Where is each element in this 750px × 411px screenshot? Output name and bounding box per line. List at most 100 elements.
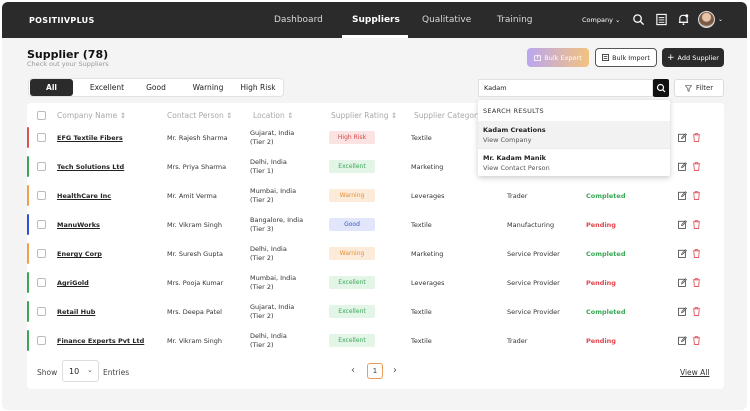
search-result-name: Mr. Kadam Manik <box>483 154 547 162</box>
supplier-category: Textile <box>411 134 432 142</box>
company-name-link[interactable]: Finance Experts Pvt Ltd <box>57 337 145 345</box>
supplier-category: Marketing <box>411 250 444 258</box>
row-checkbox[interactable] <box>37 278 46 287</box>
supplier-category: Leverages <box>411 279 445 287</box>
company-name-link[interactable]: Energy Corp <box>57 250 102 258</box>
delete-icon[interactable] <box>692 220 701 229</box>
tab-high-risk[interactable]: High Risk <box>240 83 276 92</box>
edit-icon[interactable] <box>678 249 687 258</box>
export-icon <box>534 54 542 61</box>
contact-person: Mrs. Pooja Kumar <box>167 279 224 287</box>
edit-icon[interactable] <box>678 133 687 142</box>
location-tier: (Tier 3) <box>250 225 274 233</box>
row-checkbox[interactable] <box>37 162 46 171</box>
edit-icon[interactable] <box>678 336 687 345</box>
search-input[interactable] <box>478 79 653 97</box>
avatar[interactable] <box>698 11 715 28</box>
table-row[interactable]: Finance Experts Pvt Ltd Mr. Vikram Singh D… <box>27 328 724 353</box>
next-page-button[interactable]: › <box>393 365 397 376</box>
search-result-item[interactable]: Mr. Kadam Manik View Contact Person <box>478 148 670 175</box>
column-supplier-rating[interactable]: Supplier Rating ⇕ <box>331 111 397 120</box>
search-icon[interactable] <box>632 13 645 26</box>
delete-icon[interactable] <box>692 162 701 171</box>
table-row[interactable]: Retail Hub Mrs. Deepa Patel Gujarat, India… <box>27 299 724 324</box>
location-line: Gujarat, India <box>250 129 295 137</box>
delete-icon[interactable] <box>692 191 701 200</box>
column-supplier-category[interactable]: Supplier Category <box>414 111 482 120</box>
rating-badge: Warning <box>329 189 375 202</box>
nav-qualitative[interactable]: Qualitative <box>422 15 472 25</box>
tab-good[interactable]: Good <box>146 83 166 92</box>
page-number-button[interactable]: 1 <box>367 363 383 379</box>
sort-icon: ⇕ <box>226 111 233 120</box>
rating-badge: Good <box>329 218 375 231</box>
table-row[interactable]: ManuWorks Mr. Vikram Singh Bangalore, Indi… <box>27 212 724 237</box>
nav-training[interactable]: Training <box>497 15 533 25</box>
row-checkbox[interactable] <box>37 191 46 200</box>
delete-icon[interactable] <box>692 133 701 142</box>
location-line: Delhi, India <box>250 158 287 166</box>
column-contact-person[interactable]: Contact Person ⇕ <box>167 111 232 120</box>
tab-warning[interactable]: Warning <box>192 83 224 92</box>
row-rating-indicator <box>27 330 29 351</box>
bulk-import-button[interactable]: Bulk Import <box>595 48 657 67</box>
supplier-category: Textile <box>411 221 432 229</box>
nav-dashboard[interactable]: Dashboard <box>274 15 323 25</box>
import-icon <box>602 54 610 61</box>
tab-excellent[interactable]: Excellent <box>89 83 125 92</box>
delete-icon[interactable] <box>692 278 701 287</box>
company-name-link[interactable]: AgriGold <box>57 279 89 287</box>
sort-icon: ⇕ <box>390 111 398 120</box>
tab-all[interactable]: All <box>30 79 73 96</box>
column-location[interactable]: Location ⇕ <box>253 111 293 120</box>
company-dropdown[interactable]: Company ⌄ <box>582 16 621 24</box>
company-name-link[interactable]: ManuWorks <box>57 221 100 229</box>
delete-icon[interactable] <box>692 336 701 345</box>
delete-icon[interactable] <box>692 249 701 258</box>
rating-badge: Excellent <box>329 334 375 347</box>
table-row[interactable]: Energy Corp Mr. Suresh Gupta Delhi, India(… <box>27 241 724 266</box>
add-supplier-button[interactable]: + Add Supplier <box>662 48 724 67</box>
edit-icon[interactable] <box>678 191 687 200</box>
location-tier: (Tier 2) <box>250 138 274 146</box>
search-results-dropdown: SEARCH RESULTS Kadam Creations View Comp… <box>478 100 670 176</box>
bulk-export-button[interactable]: Bulk Export <box>527 48 589 67</box>
search-button[interactable] <box>653 79 669 97</box>
row-rating-indicator <box>27 243 29 264</box>
search-result-item[interactable]: Kadam Creations View Company <box>478 121 670 148</box>
edit-icon[interactable] <box>678 220 687 229</box>
chevron-down-icon[interactable]: ⌄ <box>718 16 724 23</box>
location-tier: (Tier 1) <box>250 167 274 175</box>
company-name-link[interactable]: Tech Solutions Ltd <box>57 163 125 171</box>
table-row[interactable]: AgriGold Mrs. Pooja Kumar Mumbai, India (Ti… <box>27 270 724 295</box>
entries-select[interactable]: 10 ⌄ <box>62 360 99 382</box>
chevron-down-icon: ⌄ <box>87 366 93 374</box>
row-checkbox[interactable] <box>37 133 46 142</box>
filter-button[interactable]: Filter <box>674 79 724 97</box>
edit-icon[interactable] <box>678 162 687 171</box>
bulk-import-label: Bulk Import <box>612 53 650 62</box>
view-all-link[interactable]: View All <box>680 368 710 377</box>
rating-badge: Excellent <box>329 276 375 289</box>
row-checkbox[interactable] <box>37 220 46 229</box>
company-name-link[interactable]: Retail Hub <box>57 308 96 316</box>
table-row[interactable]: HealthCare Inc Mr. Amit Verma Mumbai, Indi… <box>27 183 724 208</box>
bell-icon[interactable] <box>677 13 690 26</box>
company-name-link[interactable]: HealthCare Inc <box>57 192 112 200</box>
document-icon[interactable] <box>655 13 668 26</box>
column-company-name[interactable]: Company Name ⇕ <box>57 111 126 120</box>
delete-icon[interactable] <box>692 307 701 316</box>
row-checkbox[interactable] <box>37 249 46 258</box>
top-nav: POSITIIVPLUS Dashboard Suppliers Qualita… <box>2 2 747 38</box>
edit-icon[interactable] <box>678 278 687 287</box>
select-all-checkbox[interactable] <box>37 111 46 120</box>
sort-icon: ⇕ <box>119 111 126 120</box>
row-checkbox[interactable] <box>37 307 46 316</box>
edit-icon[interactable] <box>678 307 687 316</box>
contact-person: Mr. Rajesh Sharma <box>167 134 228 142</box>
logo: POSITIIVPLUS <box>29 16 95 25</box>
nav-suppliers[interactable]: Suppliers <box>352 15 400 25</box>
company-name-link[interactable]: EFG Textile Fibers <box>57 134 123 142</box>
row-checkbox[interactable] <box>37 336 46 345</box>
prev-page-button[interactable]: ‹ <box>351 365 355 376</box>
